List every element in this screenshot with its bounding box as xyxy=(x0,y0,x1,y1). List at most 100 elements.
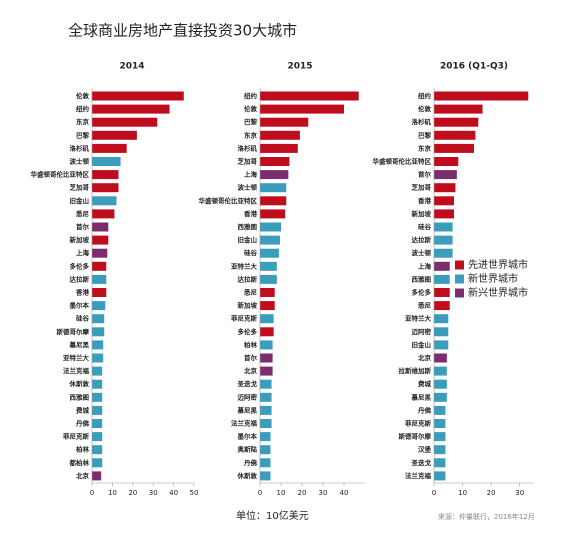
category-label: 芝加哥 xyxy=(238,157,258,166)
bar xyxy=(434,91,529,101)
bar xyxy=(260,301,275,311)
bar xyxy=(92,143,127,153)
category-label: 休斯敦 xyxy=(237,471,258,480)
category-label: 菲尼克斯 xyxy=(231,314,258,323)
category-label: 东京 xyxy=(76,117,90,126)
bar xyxy=(260,288,275,297)
bar xyxy=(434,379,447,389)
bar xyxy=(92,248,108,258)
bar xyxy=(260,340,273,350)
bar xyxy=(434,471,446,481)
category-label: 芝加哥 xyxy=(70,183,90,192)
category-label: 东京 xyxy=(244,130,258,139)
category-label: 洛杉矶 xyxy=(412,117,432,126)
bar xyxy=(92,366,103,376)
category-label: 都柏林 xyxy=(69,458,90,467)
bar xyxy=(260,353,273,363)
category-label: 菲尼克斯 xyxy=(63,432,90,441)
x-tick-label: 20 xyxy=(128,489,137,497)
bar xyxy=(260,91,359,101)
bar xyxy=(92,288,107,297)
category-label: 首尔 xyxy=(418,170,432,179)
bar xyxy=(434,130,476,140)
x-tick-label: 10 xyxy=(458,489,467,497)
category-label: 悉尼 xyxy=(417,301,432,310)
bar xyxy=(260,366,273,376)
bar xyxy=(434,183,456,193)
panel-title: 2016 (Q1-Q3) xyxy=(440,62,508,72)
page-title: 全球商业房地产直接投资30大城市 xyxy=(68,22,297,40)
x-tick-label: 40 xyxy=(169,489,178,497)
bar xyxy=(92,419,103,428)
x-tick-label: 30 xyxy=(515,489,524,497)
bar xyxy=(260,183,287,193)
category-label: 硅谷 xyxy=(418,222,432,231)
category-label: 柏林 xyxy=(76,445,90,454)
category-label: 墨尔本 xyxy=(238,432,258,441)
bar xyxy=(434,432,446,442)
category-label: 亚特兰大 xyxy=(231,261,258,270)
category-label: 华盛顿哥伦比亚特区 xyxy=(31,170,90,179)
bar xyxy=(434,458,446,468)
x-tick-label: 30 xyxy=(149,489,158,497)
bar xyxy=(92,379,103,389)
bar xyxy=(260,130,300,140)
category-label: 迈阿密 xyxy=(238,392,258,401)
category-label: 慕尼黑 xyxy=(237,405,258,414)
x-tick-label: 0 xyxy=(258,489,262,497)
category-label: 亚特兰大 xyxy=(405,314,432,323)
bar xyxy=(260,117,309,127)
category-label: 香港 xyxy=(418,196,432,205)
category-label: 华盛顿哥伦比亚特区 xyxy=(199,196,258,205)
x-tick-label: 50 xyxy=(190,489,199,497)
category-label: 丹佛 xyxy=(243,458,258,467)
category-label: 上海 xyxy=(76,248,90,257)
bar xyxy=(434,301,450,311)
bar xyxy=(260,222,281,232)
bar xyxy=(434,392,447,402)
category-label: 波士顿 xyxy=(238,183,258,192)
category-label: 慕尼黑 xyxy=(411,392,432,401)
category-label: 斯德哥尔摩 xyxy=(57,327,90,336)
category-label: 巴黎 xyxy=(244,117,258,126)
bar xyxy=(260,445,271,455)
bar xyxy=(92,104,170,114)
category-label: 伦敦 xyxy=(418,104,432,113)
category-label: 新加坡 xyxy=(238,301,258,310)
category-label: 多伦多 xyxy=(238,327,258,336)
bar xyxy=(434,314,449,324)
bar xyxy=(260,170,289,180)
bar xyxy=(434,196,454,206)
category-label: 巴黎 xyxy=(418,130,432,139)
legend-swatch xyxy=(455,260,464,270)
category-label: 圣迭戈 xyxy=(238,379,258,388)
category-label: 法兰克福 xyxy=(405,471,432,480)
category-label: 多伦多 xyxy=(412,288,432,297)
category-label: 北京 xyxy=(244,366,258,375)
bar xyxy=(92,471,102,481)
category-label: 达拉斯 xyxy=(70,274,90,283)
category-label: 香港 xyxy=(244,209,258,218)
category-label: 纽约 xyxy=(76,104,90,113)
bar xyxy=(92,170,119,180)
bar xyxy=(92,117,158,127)
bar xyxy=(92,340,104,350)
category-label: 法兰克福 xyxy=(231,419,258,428)
bar xyxy=(260,196,287,206)
bar xyxy=(92,327,105,337)
x-tick-label: 20 xyxy=(487,489,496,497)
x-tick-label: 10 xyxy=(108,489,117,497)
bar xyxy=(92,405,103,415)
bar xyxy=(92,432,103,442)
x-tick-label: 10 xyxy=(277,489,286,497)
bar xyxy=(92,196,117,206)
category-label: 新加坡 xyxy=(70,235,90,244)
bar xyxy=(260,379,272,389)
category-label: 洛杉矶 xyxy=(238,143,258,152)
category-label: 伦敦 xyxy=(244,104,258,113)
bar xyxy=(260,432,271,442)
legend-swatch xyxy=(455,274,464,284)
category-label: 首尔 xyxy=(76,222,90,231)
category-label: 波士顿 xyxy=(70,157,90,166)
bar xyxy=(434,288,450,297)
